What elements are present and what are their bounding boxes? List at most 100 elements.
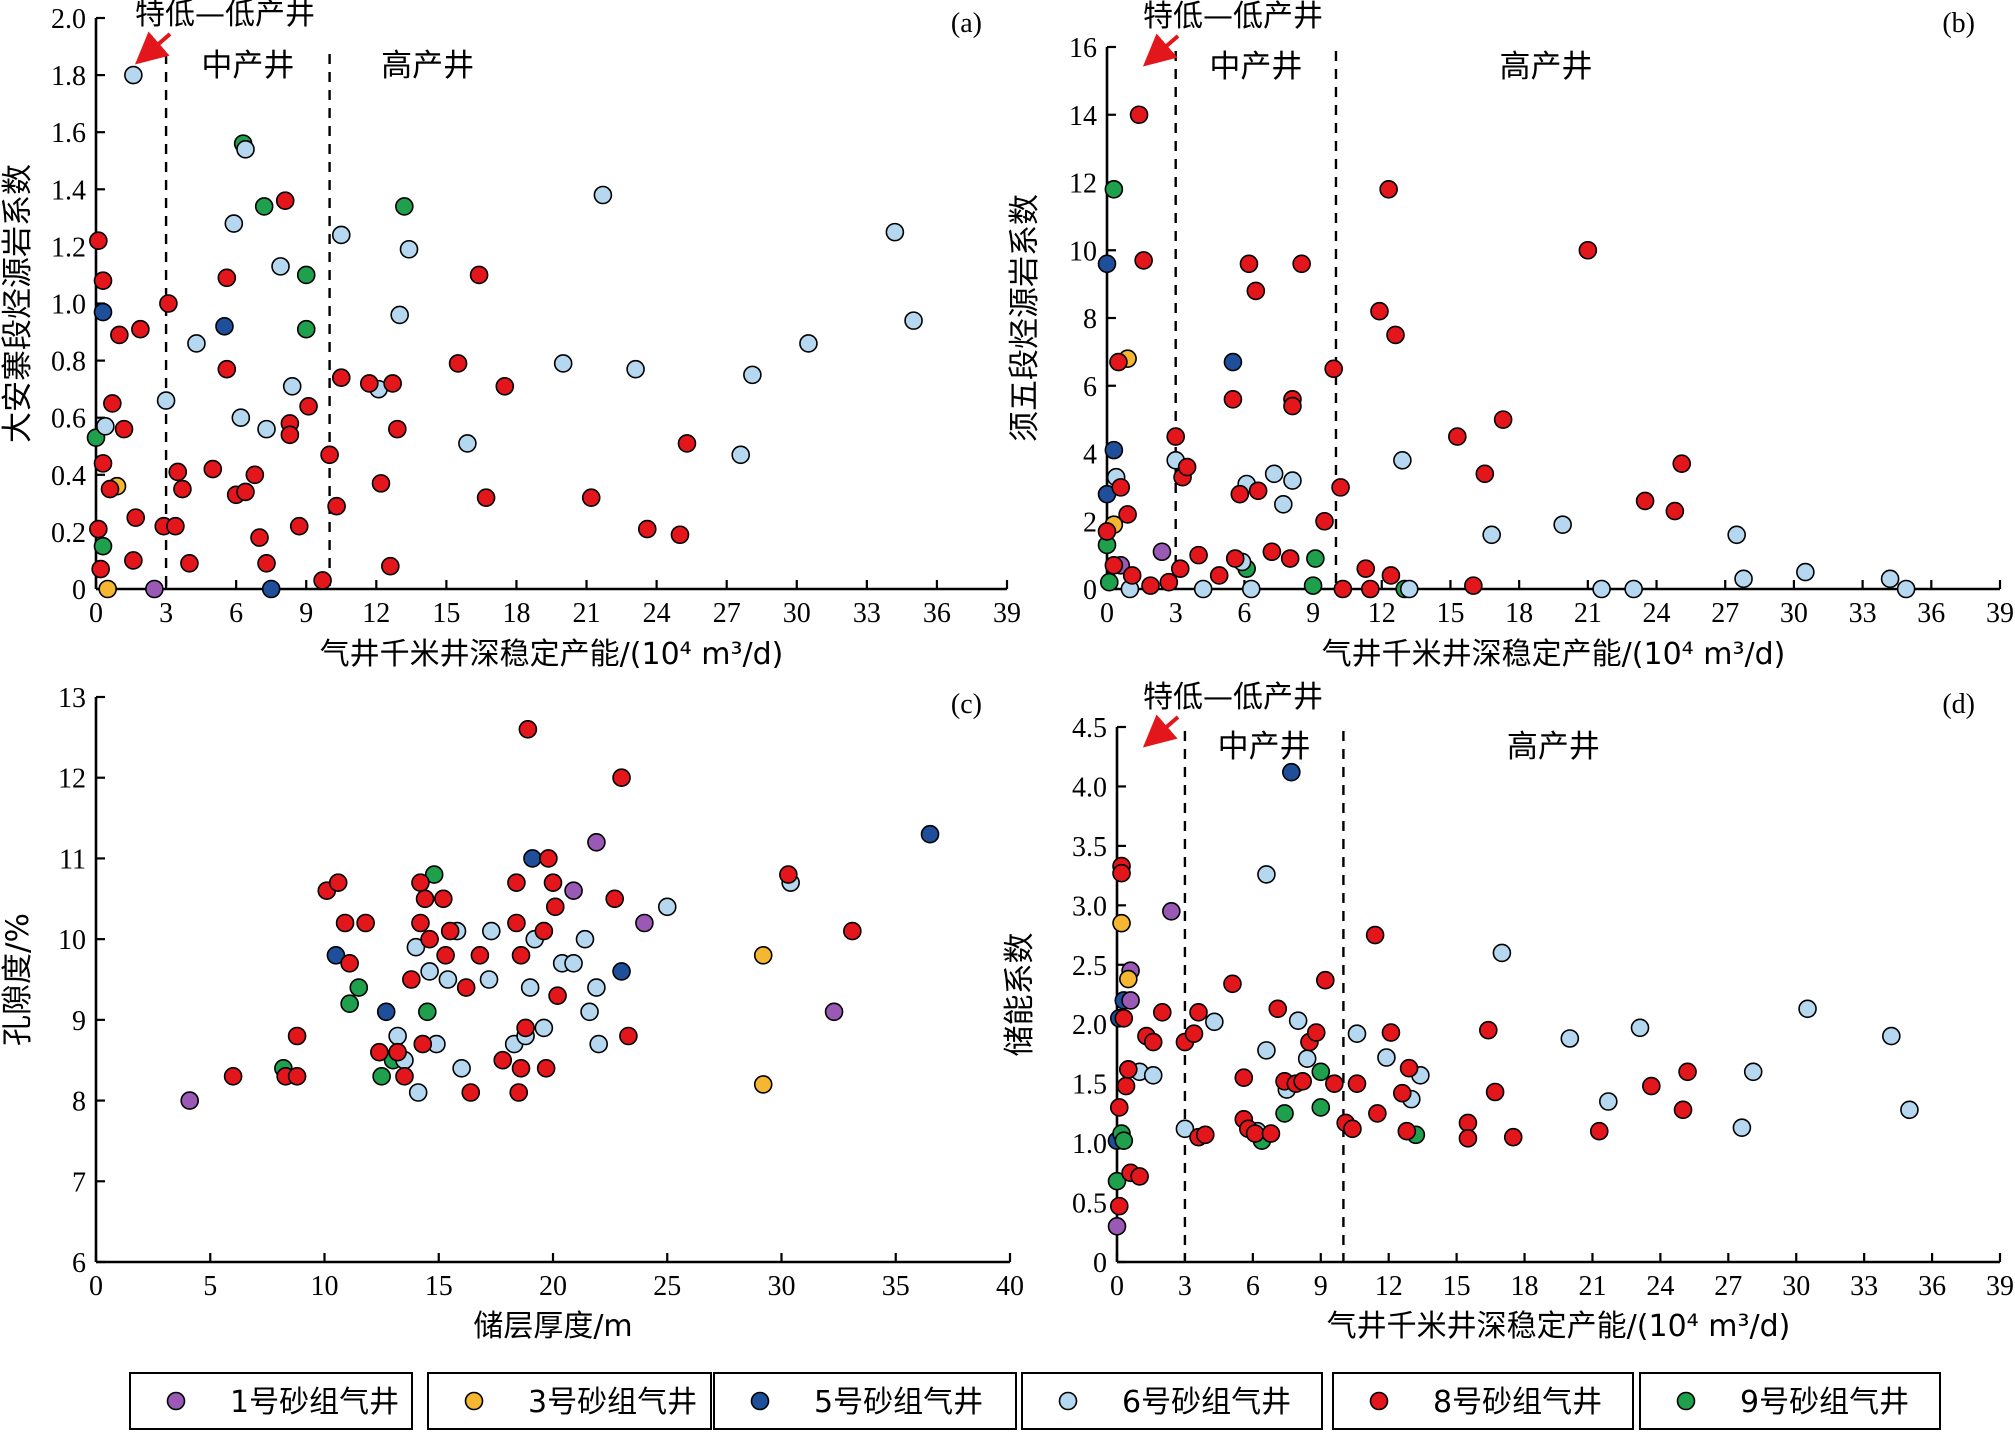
data-point-g8 (1315, 511, 1334, 531)
data-point-g6 (1193, 579, 1213, 599)
data-point-g8 (779, 865, 798, 884)
data-point-g8 (548, 986, 567, 1005)
y-tick-label: 1.0 (1072, 1129, 1107, 1160)
legend-label: 3号砂组气井 (528, 1385, 697, 1420)
data-point-g8 (448, 354, 468, 373)
x-tick-label: 33 (853, 598, 881, 629)
data-point-g3 (98, 579, 117, 599)
x-tick-label: 0 (89, 1271, 103, 1302)
y-tick-label: 2.0 (51, 4, 86, 35)
x-tick-label: 36 (1918, 1271, 1946, 1302)
x-tick-label: 30 (768, 1271, 796, 1302)
data-point-g8 (1458, 1129, 1478, 1148)
data-point-g6 (743, 365, 762, 385)
y-tick-label: 9 (72, 1006, 86, 1037)
panel-b: 0 3 6 9 12 15 18 21 24 27 30 33 36 390246810121416气井千… (1007, 0, 2014, 672)
y-tick-label: 0.6 (51, 404, 86, 435)
x-axis-title: 气井千米井深稳定产能/(10⁴ m³/d) (320, 637, 784, 672)
data-point-g6 (593, 185, 613, 205)
data-point-g9 (1311, 1098, 1331, 1117)
data-point-g9 (1107, 1171, 1127, 1191)
data-point-g9 (1104, 179, 1124, 199)
y-tick-label: 12 (1069, 169, 1097, 200)
y-tick-label: 4.5 (1072, 713, 1107, 744)
x-tick-label: 21 (573, 598, 601, 629)
data-point-g8 (507, 913, 526, 933)
data-point-g8 (1386, 325, 1405, 345)
x-tick-label: 15 (1443, 1271, 1471, 1302)
data-point-g8 (91, 559, 110, 579)
x-tick-label: 3 (1169, 598, 1183, 629)
data-point-g6 (1880, 569, 1900, 589)
zone-label-low: 特低—低产井 (1143, 0, 1323, 34)
y-tick-label: 0 (1093, 1248, 1107, 1279)
data-point-g8 (1246, 281, 1266, 301)
data-point-g6 (124, 65, 143, 85)
y-axis-title: 孔隙度/% (0, 913, 36, 1046)
data-point-g8 (1141, 576, 1160, 595)
data-point-g8 (1678, 1062, 1697, 1082)
panel-c: 0 5 10 15 20 25 30 35 40 6 7 8 9 10 11 12 13 储层厚度/m 孔隙度/% (… (0, 683, 1024, 1344)
data-point-g6 (553, 354, 573, 373)
data-point-g8 (1166, 427, 1185, 446)
legend-item-g9: 9号砂组气井 (1639, 1372, 1941, 1430)
data-point-g8 (287, 1026, 307, 1046)
data-point-g8 (257, 554, 276, 573)
x-tick-label: 9 (299, 598, 313, 629)
data-point-g8 (1239, 254, 1259, 274)
data-point-g6 (1630, 1018, 1650, 1038)
data-point-g8 (289, 516, 309, 536)
data-point-g6 (1482, 525, 1501, 545)
low-zone-arrow (134, 31, 172, 65)
y-tick-label: 6 (1083, 372, 1097, 403)
data-point-g8 (677, 434, 697, 453)
y-tick-label: 0.5 (1072, 1189, 1107, 1220)
data-point-g8 (1261, 1124, 1281, 1143)
data-point-g6 (1257, 865, 1276, 884)
data-point-g8 (1292, 254, 1311, 274)
data-point-g5 (215, 317, 234, 336)
data-point-g9 (372, 1067, 391, 1086)
data-point-g8 (1143, 1032, 1163, 1052)
data-point-g8 (328, 873, 348, 892)
data-point-g8 (168, 462, 188, 482)
x-tick-label: 0 (89, 598, 103, 629)
data-point-g8 (1245, 1124, 1265, 1143)
data-point-g6 (1347, 1024, 1367, 1044)
data-point-g8 (1392, 1083, 1412, 1103)
data-point-g8 (511, 1058, 531, 1078)
legend-label: 8号砂组气井 (1433, 1385, 1602, 1420)
data-point-g6 (1732, 1118, 1752, 1137)
low-zone-arrow (1142, 33, 1180, 67)
x-tick-label: 12 (1368, 598, 1396, 629)
data-point-g8 (371, 474, 391, 493)
data-point-g6 (408, 1083, 428, 1102)
data-point-g8 (1475, 464, 1495, 484)
data-point-g6 (626, 359, 645, 379)
data-point-g8 (411, 873, 430, 892)
x-tick-label: 5 (203, 1271, 217, 1302)
data-point-g6 (406, 937, 426, 957)
data-point-g8 (1503, 1127, 1523, 1147)
data-point-g6 (1492, 943, 1512, 963)
data-point-g8 (1458, 1113, 1478, 1133)
data-point-g8 (327, 496, 346, 516)
data-point-g1 (635, 913, 654, 933)
x-tick-label: 20 (539, 1271, 567, 1302)
data-point-g5 (326, 945, 346, 965)
data-point-g8 (110, 325, 129, 345)
y-tick-label: 0.2 (51, 518, 86, 549)
data-point-g8 (420, 929, 439, 949)
data-point-g8 (1111, 478, 1131, 497)
data-point-g8 (1356, 559, 1376, 578)
data-point-g8 (509, 1083, 529, 1102)
data-point-g8 (581, 488, 601, 507)
data-point-g8 (126, 508, 146, 527)
legend-label: 1号砂组气井 (230, 1385, 399, 1420)
data-point-g8 (1493, 410, 1513, 429)
data-point-g6 (1553, 515, 1572, 534)
data-point-g6 (1900, 1100, 1919, 1120)
data-point-g6 (438, 970, 458, 989)
data-point-g8 (388, 419, 407, 439)
